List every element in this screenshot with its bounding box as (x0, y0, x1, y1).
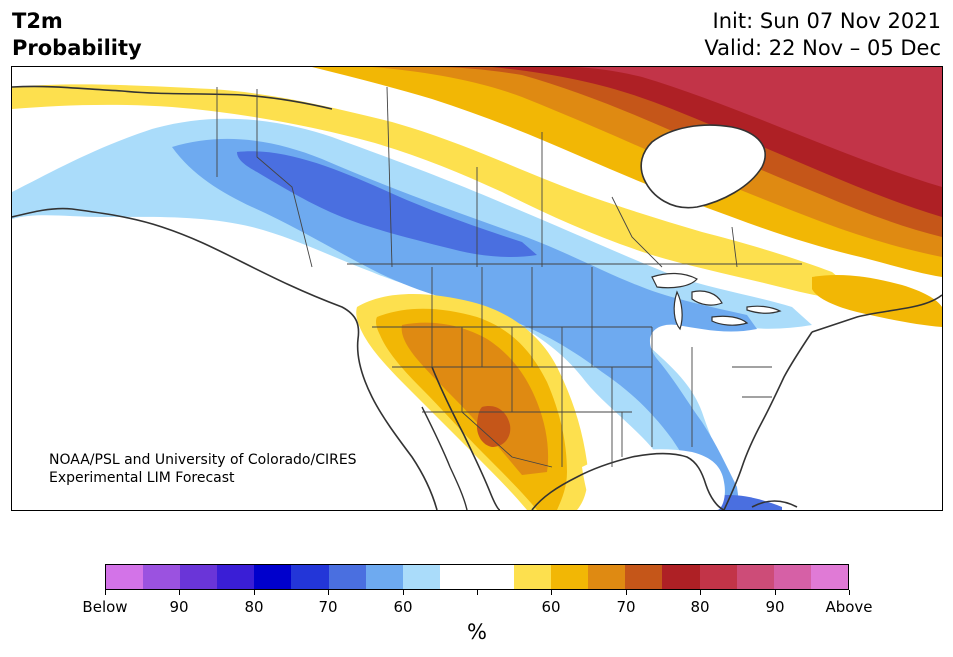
colorbar-segment (810, 565, 848, 589)
colorbar-segment (180, 565, 218, 589)
credit-line-org: NOAA/PSL and University of Colorado/CIRE… (49, 452, 357, 468)
colorbar-tick (625, 590, 627, 595)
above-normal-southwest-core (476, 406, 511, 447)
colorbar-segment (699, 565, 737, 589)
hudson-bay (641, 125, 766, 208)
colorbar-segment (254, 565, 292, 589)
colorbar-tick (848, 590, 850, 595)
gulf-of-mexico (582, 449, 725, 510)
init-date: Init: Sun 07 Nov 2021 (712, 9, 941, 33)
colorbar-segment (143, 565, 181, 589)
colorbar-tick (699, 590, 701, 595)
colorbar-segment (217, 565, 255, 589)
colorbar-segment (625, 565, 663, 589)
above-normal-northeast (812, 274, 942, 327)
colorbar-tick (327, 590, 329, 595)
below-normal-band-mid (172, 138, 757, 510)
colorbar-tick (178, 590, 180, 595)
colorbar-tick (774, 590, 776, 595)
colorbar-tick (104, 590, 106, 595)
below-normal-core (237, 151, 537, 257)
probability-colorbar (105, 564, 849, 590)
colorbar-tick (550, 590, 552, 595)
above-normal-southwest-orange (401, 322, 549, 475)
colorbar-tick-label: 70 (616, 598, 636, 616)
colorbar-segment (439, 565, 477, 589)
map-panel: NOAA/PSL and University of Colorado/CIRE… (11, 66, 943, 511)
forecast-dates: Init: Sun 07 Nov 2021 Valid: 22 Nov – 05… (704, 8, 941, 62)
title-line-variable: T2m (12, 9, 63, 33)
colorbar-tick-label: Below (82, 598, 128, 616)
colorbar-unit: % (467, 620, 487, 644)
valid-period: Valid: 22 Nov – 05 Dec (704, 36, 941, 60)
colorbar-segment (736, 565, 774, 589)
forecast-map (12, 67, 942, 510)
colorbar-segment (588, 565, 626, 589)
colorbar-segment (402, 565, 440, 589)
colorbar-segment (291, 565, 329, 589)
pacific-ocean (12, 242, 422, 510)
colorbar-segment (328, 565, 366, 589)
colorbar-tick-label: 90 (169, 598, 189, 616)
colorbar-tick (476, 590, 478, 595)
forecast-credit: NOAA/PSL and University of Colorado/CIRE… (49, 451, 357, 487)
colorbar-tick-label: 80 (690, 598, 710, 616)
borders (216, 86, 802, 468)
coastlines (12, 85, 942, 510)
colorbar-segment (773, 565, 811, 589)
colorbar-segment (365, 565, 403, 589)
mexico-coast (421, 406, 468, 510)
colorbar-tick (253, 590, 255, 595)
colorbar-tick (402, 590, 404, 595)
great-lakes (651, 272, 782, 331)
colorbar-tick-label: Above (825, 598, 873, 616)
map-title: T2m Probability (12, 8, 142, 62)
colorbar-tick-label: 80 (244, 598, 264, 616)
colorbar-tick-label: 60 (541, 598, 561, 616)
colorbar-segment (476, 565, 515, 589)
above-normal-north-crimson (572, 67, 942, 187)
title-line-quantity: Probability (12, 36, 142, 60)
colorbar-tick-label: 60 (393, 598, 413, 616)
colorbar-segment (551, 565, 589, 589)
colorbar-tick-label: 90 (765, 598, 785, 616)
above-normal-north-light (12, 84, 862, 299)
colorbar-segment (662, 565, 700, 589)
below-normal-band-light (12, 118, 812, 510)
colorbar-tick-label: 70 (318, 598, 338, 616)
colorbar-segment (514, 565, 552, 589)
colorbar-segment (106, 565, 144, 589)
credit-line-product: Experimental LIM Forecast (49, 470, 235, 486)
